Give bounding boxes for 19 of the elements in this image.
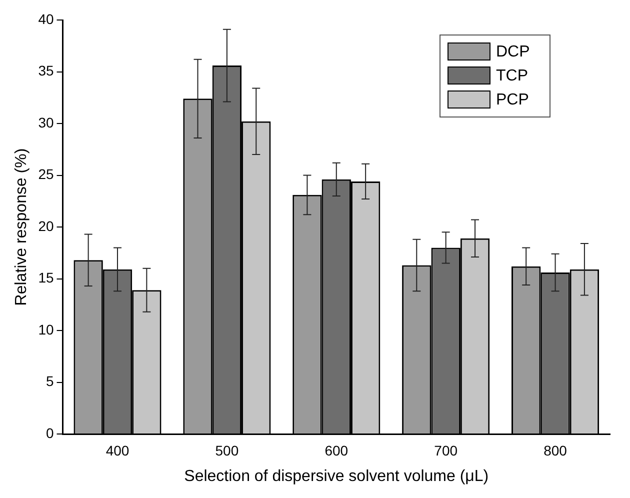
y-tick-label: 15 [38, 270, 54, 286]
x-axis-title: Selection of dispersive solvent volume (μL) [184, 468, 489, 485]
x-tick-label: 500 [215, 442, 239, 458]
x-tick-label: 700 [434, 442, 458, 458]
x-tick-label: 800 [544, 442, 568, 458]
y-tick-label: 20 [38, 218, 54, 234]
x-tick-label: 600 [324, 442, 348, 458]
y-tick-label: 5 [46, 373, 54, 390]
y-tick-label: 40 [38, 10, 54, 27]
y-tick-label: 0 [46, 424, 54, 441]
y-tick-label: 25 [38, 166, 54, 182]
y-tick-label: 35 [38, 62, 54, 79]
legend-label: DCP [496, 43, 530, 60]
legend-label: TCP [496, 67, 528, 84]
x-tick-label: 400 [106, 442, 130, 458]
legend-label: PCP [496, 91, 529, 108]
y-tick-label: 30 [38, 114, 54, 130]
y-axis-title: Relative response (%) [13, 148, 30, 306]
y-tick-label: 10 [38, 321, 54, 338]
